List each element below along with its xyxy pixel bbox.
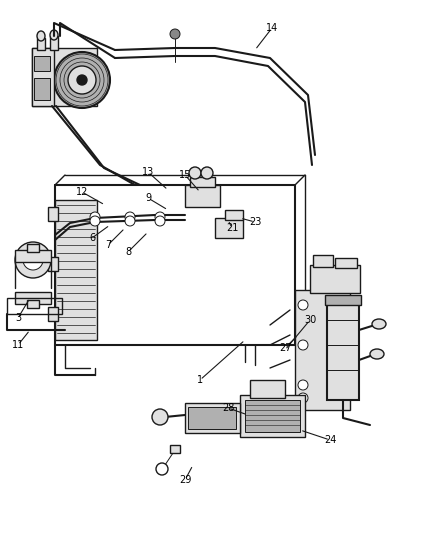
Bar (250, 380, 285, 398)
Bar (245, 400, 300, 432)
Bar (50, 36, 58, 50)
Bar (240, 395, 305, 437)
Bar (37, 38, 45, 50)
Text: 7: 7 (105, 240, 111, 250)
Ellipse shape (77, 75, 87, 85)
Bar (325, 295, 361, 305)
Ellipse shape (298, 393, 308, 403)
Text: 24: 24 (324, 435, 336, 445)
Text: 27: 27 (279, 343, 291, 353)
Ellipse shape (298, 340, 308, 350)
Text: 29: 29 (179, 475, 191, 485)
Bar (185, 403, 240, 433)
Bar (48, 307, 58, 321)
Text: 21: 21 (226, 223, 238, 233)
Ellipse shape (125, 212, 135, 222)
Ellipse shape (298, 380, 308, 390)
Bar (15, 250, 51, 262)
Text: 3: 3 (15, 313, 21, 323)
Ellipse shape (170, 29, 180, 39)
Text: 13: 13 (142, 167, 154, 177)
Text: 23: 23 (249, 217, 261, 227)
Bar (27, 244, 39, 252)
Bar (27, 300, 39, 308)
Ellipse shape (90, 216, 100, 226)
Text: 28: 28 (222, 403, 234, 413)
Ellipse shape (155, 216, 165, 226)
Bar (215, 218, 243, 238)
Bar (7, 298, 62, 314)
Text: 1: 1 (197, 375, 203, 385)
Bar (295, 290, 350, 410)
Ellipse shape (15, 242, 51, 278)
Ellipse shape (37, 31, 45, 41)
Ellipse shape (23, 250, 43, 270)
Ellipse shape (298, 300, 308, 310)
Bar (188, 407, 236, 429)
Text: 30: 30 (304, 315, 316, 325)
Bar (190, 177, 215, 187)
Bar (185, 185, 220, 207)
Bar (48, 257, 58, 271)
Text: 11: 11 (12, 340, 24, 350)
Bar (32, 48, 97, 106)
Bar (225, 210, 243, 220)
Text: 15: 15 (179, 170, 191, 180)
Bar (32, 48, 54, 106)
Bar (34, 56, 50, 71)
Ellipse shape (50, 30, 58, 40)
Bar (15, 292, 51, 304)
Bar (55, 200, 97, 340)
Ellipse shape (201, 167, 213, 179)
Bar (310, 265, 360, 293)
Ellipse shape (156, 463, 168, 475)
Bar (327, 300, 359, 400)
Text: 12: 12 (76, 187, 88, 197)
Ellipse shape (68, 66, 96, 94)
Bar (335, 258, 357, 268)
Ellipse shape (370, 349, 384, 359)
Bar (170, 445, 180, 453)
Text: 6: 6 (89, 233, 95, 243)
Text: 14: 14 (266, 23, 278, 33)
Text: 8: 8 (125, 247, 131, 257)
Bar (313, 255, 333, 267)
Ellipse shape (54, 52, 110, 108)
Ellipse shape (152, 409, 168, 425)
Ellipse shape (372, 319, 386, 329)
Ellipse shape (125, 216, 135, 226)
Ellipse shape (189, 167, 201, 179)
Text: 9: 9 (145, 193, 151, 203)
Ellipse shape (90, 212, 100, 222)
Ellipse shape (155, 212, 165, 222)
Bar (34, 78, 50, 100)
Bar (48, 207, 58, 221)
